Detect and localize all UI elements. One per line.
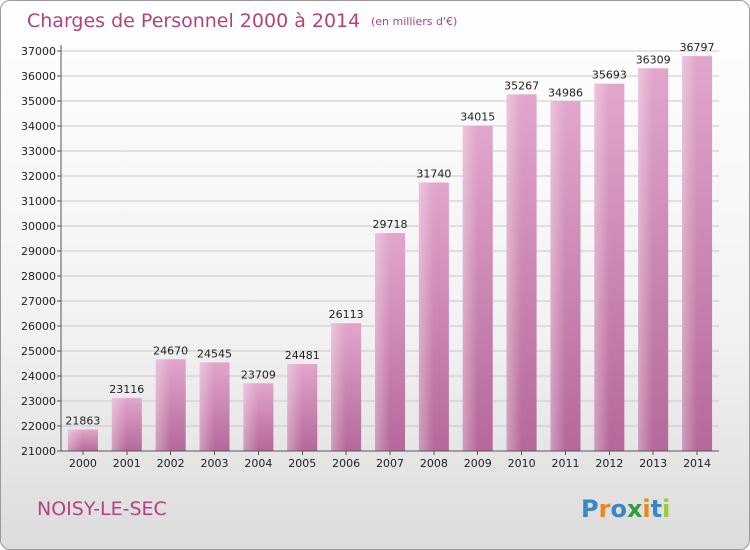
y-tick-label: 27000 (21, 295, 56, 308)
value-label: 29718 (373, 218, 408, 231)
proxiti-logo: Proxiti (581, 495, 670, 523)
value-label: 35693 (592, 69, 627, 82)
bar-highlight (67, 429, 83, 451)
bar-highlight (331, 323, 347, 451)
bar-highlight (550, 101, 566, 451)
bar-highlight (199, 362, 215, 451)
value-label: 23116 (109, 383, 144, 396)
y-tick-label: 30000 (21, 220, 56, 233)
y-tick-label: 25000 (21, 345, 56, 358)
x-tick-label: 2012 (595, 457, 623, 470)
value-label: 24481 (285, 349, 320, 362)
x-tick-label: 2007 (376, 457, 404, 470)
logo-letter: o (610, 495, 627, 523)
x-tick-label: 2010 (508, 457, 536, 470)
value-label: 34015 (460, 111, 495, 124)
chart-subtitle: (en milliers d'€) (371, 15, 457, 28)
city-name: NOISY-LE-SEC (37, 498, 167, 520)
bar-highlight (594, 83, 610, 452)
logo-letter: t (651, 495, 662, 523)
bar-highlight (375, 233, 390, 451)
bar-highlight (418, 182, 434, 451)
y-tick-label: 28000 (21, 270, 56, 283)
y-tick-label: 31000 (21, 195, 56, 208)
bar-highlight (462, 125, 478, 451)
value-label: 21863 (65, 414, 100, 427)
bar-highlight (287, 363, 303, 451)
chart-title: Charges de Personnel 2000 à 2014 (27, 10, 360, 32)
x-tick-label: 2003 (201, 457, 229, 470)
bars (67, 56, 713, 452)
value-label: 36309 (636, 53, 671, 66)
y-tick-label: 26000 (21, 320, 56, 333)
bar-highlight (155, 359, 171, 451)
bar-highlight (506, 94, 522, 451)
x-tick-label: 2004 (244, 457, 272, 470)
x-tick-label: 2001 (113, 457, 141, 470)
value-label: 23709 (241, 368, 276, 381)
logo-letter: P (581, 495, 599, 523)
bar-highlight (243, 383, 259, 451)
x-tick-label: 2014 (683, 457, 711, 470)
y-tick-label: 29000 (21, 245, 56, 258)
value-label: 31740 (416, 168, 451, 181)
logo-letter: i (642, 495, 650, 523)
logo-letter: x (627, 495, 643, 523)
value-label: 26113 (329, 308, 364, 321)
y-tick-label: 24000 (21, 370, 56, 383)
x-tick-label: 2000 (69, 457, 97, 470)
y-tick-label: 34000 (21, 120, 56, 133)
y-tick-label: 37000 (21, 45, 56, 58)
bar-highlight (111, 398, 127, 451)
value-label: 24545 (197, 347, 232, 360)
value-labels: 21863 23116 24670 24545 23709 24481 26113 29718… (65, 41, 714, 427)
logo-letter: r (599, 495, 611, 523)
x-tick-label: 2006 (332, 457, 360, 470)
y-tick-label: 21000 (21, 445, 56, 458)
bar-highlight (682, 56, 698, 451)
y-tick-label: 23000 (21, 395, 56, 408)
value-label: 35267 (504, 79, 539, 92)
x-tick-label: 2013 (639, 457, 667, 470)
x-tick-label: 2002 (157, 457, 185, 470)
bar-highlight (638, 68, 654, 452)
x-tick-label: 2005 (288, 457, 316, 470)
x-axis-ticks: 2000 2001 2002 2003 2004 2005 2006 2007 2008 2009… (69, 451, 711, 470)
y-tick-label: 33000 (21, 145, 56, 158)
value-label: 36797 (680, 41, 715, 54)
x-tick-label: 2008 (420, 457, 448, 470)
value-label: 34986 (548, 86, 583, 99)
value-label: 24670 (153, 344, 188, 357)
y-tick-label: 22000 (21, 420, 56, 433)
y-tick-label: 36000 (21, 70, 56, 83)
x-tick-label: 2011 (551, 457, 579, 470)
y-tick-label: 35000 (21, 95, 56, 108)
x-tick-label: 2009 (464, 457, 492, 470)
logo-letter: i (662, 495, 670, 523)
y-tick-label: 32000 (21, 170, 56, 183)
y-axis-ticks: 21000 22000 23000 24000 25000 26000 27000 28000… (21, 45, 61, 458)
